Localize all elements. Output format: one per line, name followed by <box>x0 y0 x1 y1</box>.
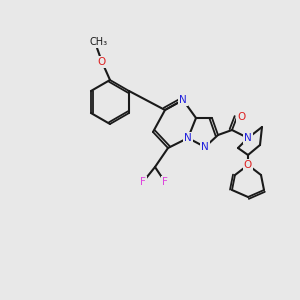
Text: N: N <box>244 133 252 143</box>
Text: N: N <box>179 95 187 105</box>
Text: F: F <box>140 177 146 187</box>
Text: O: O <box>237 112 245 122</box>
Text: CH₃: CH₃ <box>90 37 108 47</box>
Text: N: N <box>201 142 209 152</box>
Text: N: N <box>184 133 192 143</box>
Text: O: O <box>98 57 106 67</box>
Text: O: O <box>244 160 252 170</box>
Text: F: F <box>162 177 168 187</box>
